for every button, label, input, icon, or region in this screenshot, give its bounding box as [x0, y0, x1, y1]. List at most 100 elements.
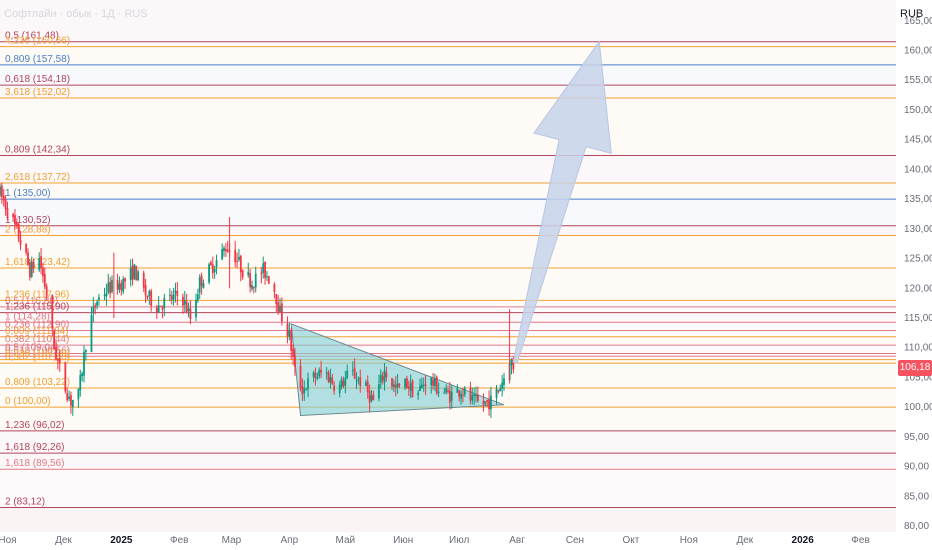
candle-body — [131, 265, 134, 280]
candle-body — [394, 384, 397, 388]
candle-body — [6, 208, 9, 216]
fib-level-label: 0,809 (157,58) — [5, 54, 70, 65]
fib-level-label: 0,809 (111,84) — [5, 326, 69, 337]
candle-body — [340, 378, 343, 387]
candle-body — [359, 377, 362, 387]
x-tick-label: Дек — [55, 535, 72, 546]
y-tick-label: 90,00 — [904, 462, 929, 473]
candle-body — [247, 271, 250, 276]
candle-body — [290, 330, 293, 351]
triangle-pattern — [290, 323, 505, 417]
candle-body — [236, 260, 238, 262]
candle-body — [226, 249, 229, 253]
fib-level-label: 0,236 (107,99) — [5, 349, 70, 360]
fib-level-label: 0,618 (108,56) — [5, 345, 70, 356]
candle-body — [120, 282, 123, 291]
candle-body — [254, 273, 257, 288]
fib-zone-band — [0, 407, 896, 431]
candle-body — [221, 249, 224, 260]
candle-body — [357, 378, 360, 380]
fib-level-label: 0,618 (154,18) — [5, 74, 70, 85]
candle-body — [266, 276, 268, 278]
currency-label[interactable]: RUB — [900, 8, 924, 20]
candle-body — [168, 294, 171, 296]
candle-body — [66, 393, 69, 401]
forecast-arrow — [512, 40, 612, 364]
x-tick-label: Ноя — [0, 535, 17, 546]
candle-body — [107, 282, 110, 293]
candle-body — [43, 274, 46, 287]
candle-body — [381, 376, 384, 381]
candle-body — [249, 273, 252, 288]
last-price-tag: 106,18 — [898, 360, 932, 376]
candle-body — [501, 382, 504, 389]
candle-body — [473, 394, 476, 397]
candle-body — [133, 264, 136, 279]
candle-body — [118, 283, 121, 290]
candle-body — [2, 195, 5, 201]
candle-body — [420, 384, 423, 388]
candle-body — [463, 387, 466, 395]
candle-body — [116, 280, 119, 290]
fib-zone-band — [0, 300, 896, 307]
candle-body — [38, 258, 41, 270]
fib-level-label: 2 (128,88) — [5, 225, 51, 236]
candle-body — [42, 267, 44, 277]
candle-body — [398, 383, 401, 386]
candle-body — [303, 387, 306, 394]
candle-body — [224, 249, 227, 251]
candle-body — [288, 330, 291, 338]
candle-body — [419, 386, 421, 392]
candle-body — [137, 271, 140, 280]
candle-body — [331, 377, 334, 385]
candle-body — [406, 378, 408, 388]
candle-body — [215, 260, 218, 267]
candle-body — [344, 377, 347, 386]
candle-body — [280, 303, 283, 322]
fib-level-label: 0,809 (103,22) — [5, 377, 70, 388]
candle-body — [40, 256, 42, 269]
candle-body — [58, 358, 61, 364]
candle-body — [124, 278, 126, 282]
y-tick-label: 130,00 — [904, 224, 932, 235]
x-tick-label: 2025 — [110, 535, 133, 546]
candle-body — [396, 383, 399, 388]
candle-body — [279, 305, 281, 313]
y-tick-label: 120,00 — [904, 283, 932, 294]
fib-zone-band — [0, 507, 896, 532]
candle-body — [318, 370, 321, 377]
candle-body — [68, 396, 70, 399]
candle-body — [404, 379, 406, 388]
candle-body — [495, 388, 498, 398]
fib-level-label: 2,618 (137,72) — [5, 172, 70, 183]
candle-body — [370, 395, 373, 401]
candle-body — [241, 270, 244, 278]
candle-body — [208, 264, 210, 283]
candle-body — [307, 378, 309, 390]
x-tick-label: Фев — [851, 535, 869, 546]
candle-body — [351, 369, 354, 371]
fib-level-label: 1,618 (89,56) — [5, 458, 65, 469]
candle-body — [200, 275, 203, 286]
fib-zone-band — [0, 225, 896, 236]
fib-level-label: 1 (135,00) — [5, 188, 51, 199]
candle-body — [71, 399, 74, 408]
candle-body — [486, 400, 489, 402]
candle-body — [30, 261, 33, 277]
candle-body — [372, 394, 375, 401]
fib-zone-band — [0, 306, 896, 313]
candle-body — [64, 361, 67, 392]
fib-zone-band — [0, 85, 896, 98]
candle-body — [346, 370, 349, 378]
candle-body — [301, 386, 304, 395]
x-tick-label: Дек — [736, 535, 753, 546]
candle-body — [391, 378, 393, 387]
fib-level-label: 0,382 (107,40) — [5, 352, 70, 363]
x-tick-label: Май — [336, 535, 356, 546]
candle-body — [476, 394, 479, 401]
candle-body — [4, 198, 7, 210]
candle-body — [195, 300, 197, 318]
candle-body — [338, 384, 341, 394]
candle-body — [294, 355, 296, 367]
